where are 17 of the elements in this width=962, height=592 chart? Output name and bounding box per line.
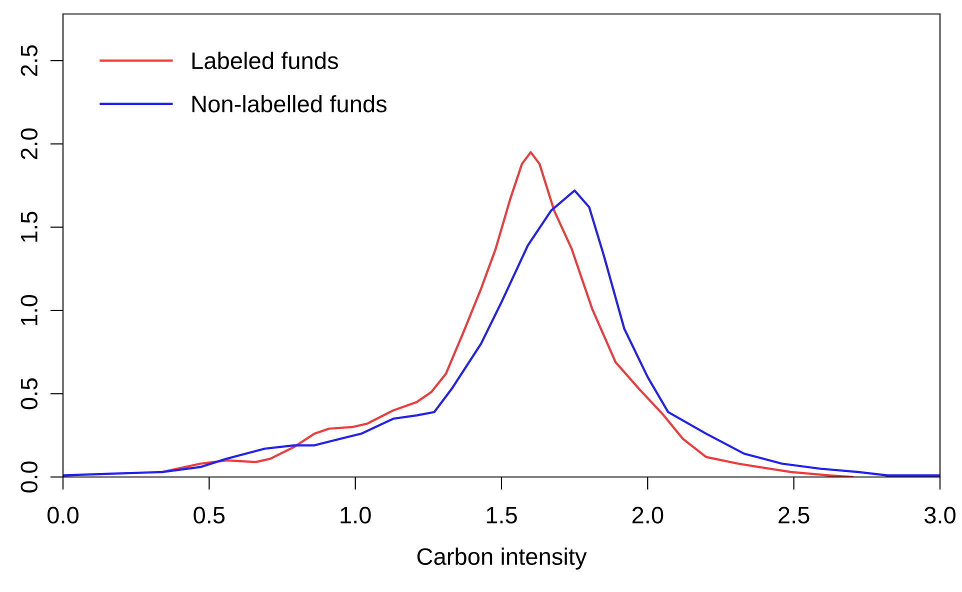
- y-tick-label: 2.0: [20, 128, 38, 160]
- line-series: [161, 151, 854, 477]
- legend-label: Non-labelled funds: [192, 95, 387, 112]
- x-tick-label: 3.0: [924, 506, 956, 524]
- x-tick-label: 0.5: [194, 506, 225, 524]
- x-tick-label: 2.5: [778, 506, 810, 524]
- x-tick-label: 0.0: [48, 506, 78, 524]
- x-axis-title: Carbon intensity: [417, 548, 587, 570]
- y-tick-label: 0.0: [20, 462, 38, 492]
- y-tick-label: 2.5: [20, 45, 38, 76]
- y-tick-label: 1.5: [21, 212, 38, 242]
- x-tick-label: 1.5: [486, 507, 517, 524]
- legend-label: Labeled funds: [192, 52, 338, 70]
- y-tick-label: 0.5: [20, 378, 38, 410]
- x-tick-label: 2.0: [632, 506, 664, 524]
- x-tick-label: 1.0: [340, 506, 371, 524]
- y-tick-label: 1.0: [20, 294, 38, 326]
